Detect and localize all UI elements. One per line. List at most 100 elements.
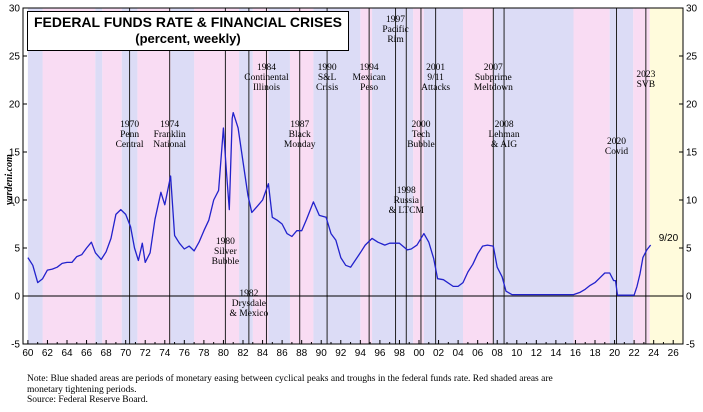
watermark: yardeni.com <box>4 154 15 205</box>
y-tick-label-right: 15 <box>686 148 698 159</box>
event-label: Pacific <box>382 24 408 35</box>
x-tick-label: 88 <box>296 348 308 359</box>
event-label: Central <box>116 140 144 150</box>
event-label: 1982 <box>239 289 258 299</box>
x-tick-label: 10 <box>511 348 523 359</box>
note-line-1: Note: Blue shaded areas are periods of m… <box>27 374 553 384</box>
event-label: 2000 <box>411 120 430 130</box>
easing-band <box>268 8 290 344</box>
x-tick-label: 00 <box>413 348 425 359</box>
event-label: S&L <box>318 73 337 83</box>
last-value-label: 9/20 <box>659 233 679 244</box>
event-label: Russia <box>394 196 420 206</box>
event-label: Attacks <box>421 83 450 93</box>
event-label: Penn <box>120 130 139 140</box>
tightening-band <box>360 8 373 344</box>
event-label: SVB <box>637 80 655 90</box>
tightening-band <box>42 8 96 344</box>
note-line-2: monetary tightening periods. <box>27 384 137 395</box>
x-tick-label: 70 <box>120 348 132 359</box>
chart-title-box: FEDERAL FUNDS RATE & FINANCIAL CRISES (p… <box>27 11 349 51</box>
easing-band <box>423 8 463 344</box>
event-label: 2023 <box>636 70 655 80</box>
y-tick-label-left: 30 <box>9 4 21 15</box>
tightening-band <box>633 8 650 344</box>
tightening-band <box>194 8 240 344</box>
y-tick-label-left: -5 <box>11 340 20 351</box>
event-label: Meltdown <box>474 83 513 93</box>
x-tick-label: 12 <box>531 348 543 359</box>
tightening-band <box>573 8 610 344</box>
x-tick-label: 60 <box>22 348 34 359</box>
x-tick-label: 80 <box>218 348 230 359</box>
y-tick-label-right: 25 <box>686 52 698 63</box>
easing-band <box>313 8 361 344</box>
x-tick-label: 06 <box>472 348 484 359</box>
y-tick-label-left: 20 <box>9 100 21 111</box>
x-tick-label: 16 <box>570 348 582 359</box>
easing-band <box>95 8 103 344</box>
chart-subtitle: (percent, weekly) <box>135 31 241 46</box>
event-label: Rim <box>387 35 404 45</box>
x-tick-label: 02 <box>433 348 445 359</box>
x-tick-label: 90 <box>316 348 328 359</box>
event-label: Continental <box>244 73 289 83</box>
event-label: Bubble <box>212 257 239 267</box>
event-label: Subprime <box>475 73 512 83</box>
event-label: 1997 <box>386 15 405 25</box>
event-label: Lehman <box>488 130 519 140</box>
event-label: 2001 <box>426 63 445 73</box>
x-tick-label: 98 <box>394 348 406 359</box>
y-tick-label-right: 0 <box>686 292 692 303</box>
event-label: 1990 <box>318 63 337 73</box>
x-tick-label: 18 <box>589 348 601 359</box>
event-label: 1970 <box>120 120 139 130</box>
event-label: Monday <box>284 140 316 150</box>
event-label: 9/11 <box>427 73 444 83</box>
y-tick-label-left: 25 <box>9 52 21 63</box>
x-tick-label: 08 <box>492 348 504 359</box>
x-tick-label: 92 <box>335 348 347 359</box>
x-tick-label: 14 <box>550 348 562 359</box>
plot-border <box>22 7 684 345</box>
x-tick-label: 78 <box>198 348 210 359</box>
fed-funds-rate-line <box>27 111 652 296</box>
chart-title: FEDERAL FUNDS RATE & FINANCIAL CRISES <box>33 14 342 30</box>
event-label: Franklin <box>154 130 186 140</box>
tightening-band <box>289 8 314 344</box>
event-label: Mexican <box>353 73 386 83</box>
y-tick-label-right: -5 <box>686 340 695 351</box>
event-labels: 1970PennCentral1974FranklinNational1980S… <box>116 15 679 319</box>
plot-frame <box>22 7 684 345</box>
event-label: Bubble <box>407 140 434 150</box>
event-label: Tech <box>412 130 431 140</box>
event-label: 2020 <box>607 137 626 147</box>
x-tick-label: 84 <box>257 348 269 359</box>
recent-band <box>649 8 683 344</box>
event-label: Illinois <box>253 83 280 93</box>
x-tick-label: 26 <box>668 348 680 359</box>
x-tick-label: 86 <box>277 348 289 359</box>
easing-band <box>493 8 574 344</box>
event-label: Crisis <box>316 83 338 93</box>
x-tick-label: 62 <box>42 348 54 359</box>
x-tick-label: 68 <box>101 348 113 359</box>
x-tick-label: 94 <box>355 348 367 359</box>
easing-band <box>170 8 195 344</box>
y-tick-label-left: 15 <box>9 148 21 159</box>
event-label: & AIG <box>491 140 517 150</box>
x-tick-label: 96 <box>374 348 386 359</box>
source-line: Source: Federal Reserve Board. <box>27 395 148 405</box>
event-label: Drysdale <box>232 299 266 309</box>
easing-band <box>27 8 43 344</box>
x-tick-label: 20 <box>609 348 621 359</box>
y-tick-label-right: 5 <box>686 244 692 255</box>
y-tick-label-left: 5 <box>14 244 20 255</box>
y-tick-label-left: 0 <box>14 292 20 303</box>
event-label: & Mexico <box>229 309 268 319</box>
event-label: 1984 <box>257 63 276 73</box>
y-tick-label-right: 10 <box>686 196 698 207</box>
easing-band <box>609 8 634 344</box>
